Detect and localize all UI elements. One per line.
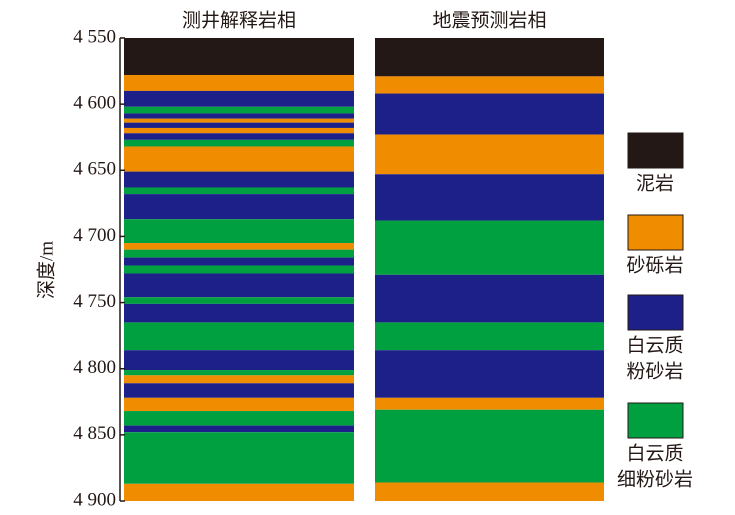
facies-interval (124, 350, 354, 371)
facies-interval (124, 375, 354, 384)
facies-interval (124, 113, 354, 119)
legend-swatch (627, 214, 684, 251)
facies-interval (124, 383, 354, 398)
y-tick-label: 4 550 (73, 26, 116, 47)
facies-interval (375, 76, 604, 94)
facies-interval (375, 482, 604, 501)
y-tick-label: 4 900 (73, 489, 116, 510)
facies-interval (124, 127, 354, 134)
legend-label: 泥岩 (636, 172, 674, 194)
legend-swatch (627, 294, 684, 331)
facies-interval (124, 194, 354, 220)
facies-interval (124, 397, 354, 412)
legend-label: 砂砾岩 (626, 254, 683, 276)
facies-interval (124, 297, 354, 304)
facies-interval (124, 483, 354, 501)
legend-swatch (627, 402, 684, 439)
facies-interval (375, 38, 604, 77)
facies-interval (375, 397, 604, 410)
facies-interval (375, 220, 604, 275)
legend-label: 细粉砂岩 (617, 468, 693, 490)
facies-interval (375, 93, 604, 135)
facies-interval (124, 106, 354, 114)
facies-interval (124, 243, 354, 250)
facies-interval (124, 322, 354, 351)
facies-interval (124, 146, 354, 172)
y-tick-label: 4 700 (73, 225, 116, 246)
y-tick-label: 4 600 (73, 93, 116, 114)
facies-interval (375, 174, 604, 221)
facies-interval (124, 139, 354, 147)
facies-interval (124, 249, 354, 258)
facies-interval (124, 219, 354, 244)
y-tick-label: 4 800 (73, 357, 116, 378)
facies-interval (124, 133, 354, 140)
facies-interval (124, 370, 354, 376)
column-title: 地震预测岩相 (432, 9, 546, 31)
column-title: 测井解释岩相 (182, 9, 296, 31)
facies-interval (124, 257, 354, 266)
facies-interval (124, 425, 354, 433)
facies-interval (124, 432, 354, 484)
facies-interval (124, 75, 354, 91)
facies-interval (124, 265, 354, 274)
facies-interval (375, 274, 604, 323)
facies-interval (124, 411, 354, 426)
legend-label: 白云质 (626, 334, 683, 356)
legend-label: 粉砂岩 (626, 360, 683, 382)
facies-interval (124, 171, 354, 188)
facies-interval (375, 134, 604, 175)
y-tick-label: 4 750 (73, 291, 116, 312)
facies-interval (375, 350, 604, 398)
facies-interval (375, 322, 604, 351)
y-tick-label: 4 850 (73, 423, 116, 444)
legend-swatch (627, 132, 684, 169)
facies-interval (124, 122, 354, 128)
facies-interval (124, 90, 354, 107)
facies-interval (124, 38, 354, 76)
facies-interval (124, 273, 354, 298)
legend-label: 白云质 (626, 442, 683, 464)
facies-interval (124, 303, 354, 323)
y-tick-label: 4 650 (73, 159, 116, 180)
facies-interval (124, 118, 354, 123)
facies-interval (375, 409, 604, 483)
facies-interval (124, 187, 354, 195)
y-axis-label: 深度/m (35, 241, 57, 299)
